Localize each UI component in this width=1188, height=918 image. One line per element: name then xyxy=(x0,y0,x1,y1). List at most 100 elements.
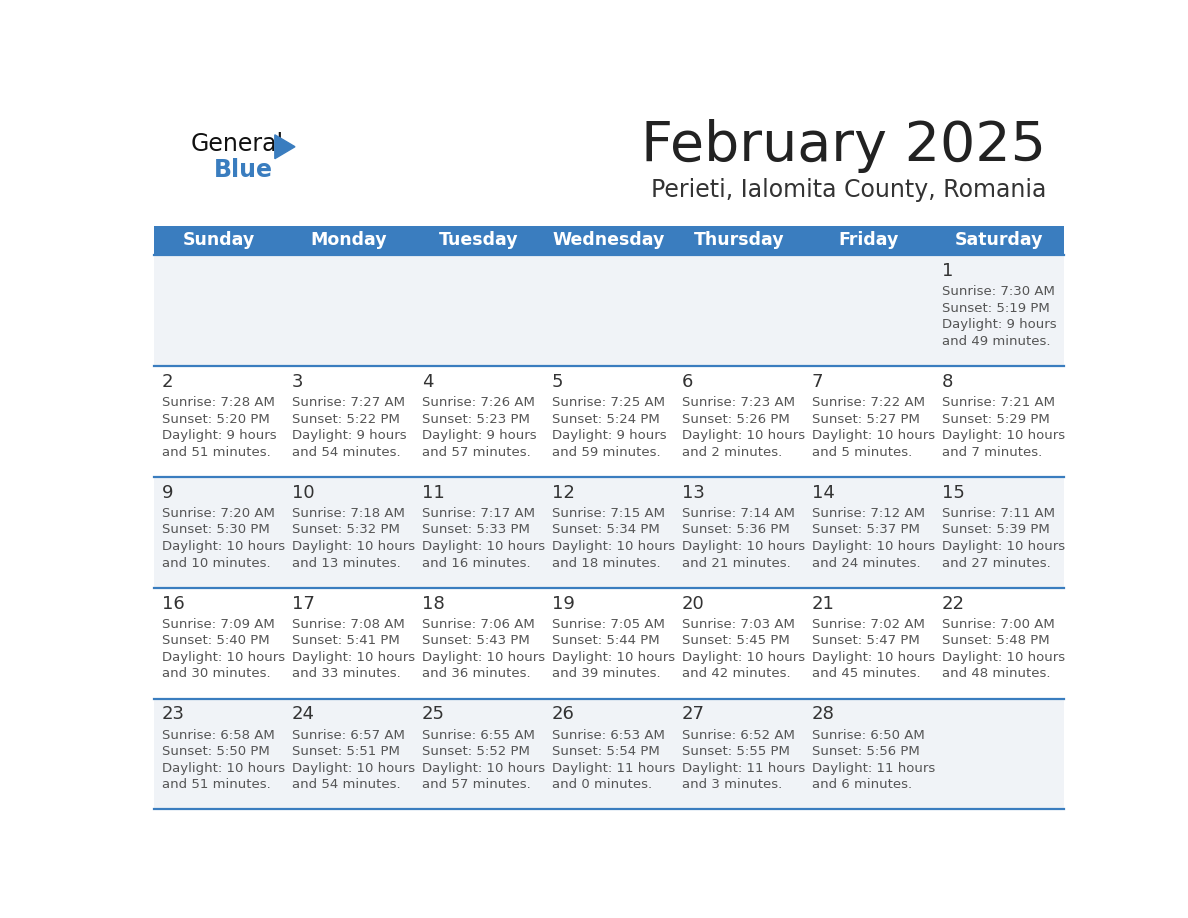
Text: and 51 minutes.: and 51 minutes. xyxy=(162,778,271,791)
Text: 7: 7 xyxy=(811,373,823,391)
Text: Daylight: 10 hours: Daylight: 10 hours xyxy=(551,540,675,553)
Text: Sunrise: 7:26 AM: Sunrise: 7:26 AM xyxy=(422,397,535,409)
Text: Daylight: 10 hours: Daylight: 10 hours xyxy=(551,651,675,664)
Text: Sunrise: 7:20 AM: Sunrise: 7:20 AM xyxy=(162,507,274,520)
Text: Daylight: 11 hours: Daylight: 11 hours xyxy=(682,762,804,775)
Text: Daylight: 10 hours: Daylight: 10 hours xyxy=(942,430,1064,442)
Text: Sunrise: 7:25 AM: Sunrise: 7:25 AM xyxy=(551,397,664,409)
Text: Sunset: 5:23 PM: Sunset: 5:23 PM xyxy=(422,413,530,426)
Text: and 33 minutes.: and 33 minutes. xyxy=(291,667,400,680)
Text: and 54 minutes.: and 54 minutes. xyxy=(291,778,400,791)
Text: 22: 22 xyxy=(942,595,965,612)
Text: Sunset: 5:24 PM: Sunset: 5:24 PM xyxy=(551,413,659,426)
Text: Daylight: 10 hours: Daylight: 10 hours xyxy=(291,540,415,553)
Text: Sunset: 5:50 PM: Sunset: 5:50 PM xyxy=(162,745,270,758)
Text: Daylight: 10 hours: Daylight: 10 hours xyxy=(291,762,415,775)
Text: Sunrise: 7:08 AM: Sunrise: 7:08 AM xyxy=(291,618,404,631)
Text: and 57 minutes.: and 57 minutes. xyxy=(422,446,530,459)
Bar xyxy=(154,226,1063,255)
Text: Sunset: 5:32 PM: Sunset: 5:32 PM xyxy=(291,523,399,536)
Text: Wednesday: Wednesday xyxy=(552,231,665,250)
Text: and 48 minutes.: and 48 minutes. xyxy=(942,667,1050,680)
Text: 21: 21 xyxy=(811,595,834,612)
Text: Daylight: 10 hours: Daylight: 10 hours xyxy=(162,762,285,775)
Text: Sunrise: 6:57 AM: Sunrise: 6:57 AM xyxy=(291,729,405,742)
Text: Sunset: 5:30 PM: Sunset: 5:30 PM xyxy=(162,523,270,536)
Text: Daylight: 10 hours: Daylight: 10 hours xyxy=(162,540,285,553)
Text: and 42 minutes.: and 42 minutes. xyxy=(682,667,790,680)
Text: 10: 10 xyxy=(291,484,315,502)
Text: Sunrise: 7:27 AM: Sunrise: 7:27 AM xyxy=(291,397,405,409)
Text: and 21 minutes.: and 21 minutes. xyxy=(682,556,790,569)
Text: 13: 13 xyxy=(682,484,704,502)
Text: and 27 minutes.: and 27 minutes. xyxy=(942,556,1050,569)
Text: General: General xyxy=(191,131,284,156)
Text: Sunset: 5:44 PM: Sunset: 5:44 PM xyxy=(551,634,659,647)
Text: 26: 26 xyxy=(551,705,575,723)
Text: 9: 9 xyxy=(162,484,173,502)
Text: Sunrise: 6:55 AM: Sunrise: 6:55 AM xyxy=(422,729,535,742)
Text: Friday: Friday xyxy=(839,231,899,250)
Text: Daylight: 10 hours: Daylight: 10 hours xyxy=(811,430,935,442)
Text: Sunrise: 7:23 AM: Sunrise: 7:23 AM xyxy=(682,397,795,409)
Text: Sunset: 5:39 PM: Sunset: 5:39 PM xyxy=(942,523,1049,536)
Text: and 24 minutes.: and 24 minutes. xyxy=(811,556,921,569)
Text: Daylight: 10 hours: Daylight: 10 hours xyxy=(811,540,935,553)
Text: 16: 16 xyxy=(162,595,184,612)
Text: 19: 19 xyxy=(551,595,575,612)
Text: Daylight: 10 hours: Daylight: 10 hours xyxy=(682,540,804,553)
Text: Sunset: 5:34 PM: Sunset: 5:34 PM xyxy=(551,523,659,536)
Text: Sunset: 5:33 PM: Sunset: 5:33 PM xyxy=(422,523,530,536)
Text: Sunrise: 7:30 AM: Sunrise: 7:30 AM xyxy=(942,285,1055,298)
Text: 5: 5 xyxy=(551,373,563,391)
Text: Sunrise: 6:52 AM: Sunrise: 6:52 AM xyxy=(682,729,795,742)
Text: and 13 minutes.: and 13 minutes. xyxy=(291,556,400,569)
Text: Daylight: 11 hours: Daylight: 11 hours xyxy=(551,762,675,775)
Text: 2: 2 xyxy=(162,373,173,391)
Text: Sunrise: 7:11 AM: Sunrise: 7:11 AM xyxy=(942,507,1055,520)
Text: Blue: Blue xyxy=(214,158,273,182)
Text: February 2025: February 2025 xyxy=(642,119,1045,174)
Text: and 36 minutes.: and 36 minutes. xyxy=(422,667,530,680)
Text: Sunrise: 7:17 AM: Sunrise: 7:17 AM xyxy=(422,507,535,520)
Text: Thursday: Thursday xyxy=(694,231,784,250)
Text: Sunset: 5:27 PM: Sunset: 5:27 PM xyxy=(811,413,920,426)
Text: Sunrise: 7:09 AM: Sunrise: 7:09 AM xyxy=(162,618,274,631)
Text: 28: 28 xyxy=(811,705,834,723)
Text: 24: 24 xyxy=(291,705,315,723)
Text: Sunset: 5:40 PM: Sunset: 5:40 PM xyxy=(162,634,270,647)
Text: Sunset: 5:43 PM: Sunset: 5:43 PM xyxy=(422,634,530,647)
Text: Sunset: 5:29 PM: Sunset: 5:29 PM xyxy=(942,413,1049,426)
Polygon shape xyxy=(274,135,295,159)
Text: Daylight: 9 hours: Daylight: 9 hours xyxy=(422,430,536,442)
Text: 14: 14 xyxy=(811,484,834,502)
Text: Daylight: 10 hours: Daylight: 10 hours xyxy=(942,540,1064,553)
Text: and 49 minutes.: and 49 minutes. xyxy=(942,335,1050,348)
Text: and 59 minutes.: and 59 minutes. xyxy=(551,446,661,459)
Text: Daylight: 10 hours: Daylight: 10 hours xyxy=(291,651,415,664)
Text: and 18 minutes.: and 18 minutes. xyxy=(551,556,661,569)
Text: Daylight: 9 hours: Daylight: 9 hours xyxy=(291,430,406,442)
Text: and 16 minutes.: and 16 minutes. xyxy=(422,556,530,569)
Text: Sunrise: 7:15 AM: Sunrise: 7:15 AM xyxy=(551,507,664,520)
Text: and 57 minutes.: and 57 minutes. xyxy=(422,778,530,791)
Text: Sunrise: 7:18 AM: Sunrise: 7:18 AM xyxy=(291,507,405,520)
Text: Monday: Monday xyxy=(310,231,387,250)
Text: Saturday: Saturday xyxy=(954,231,1043,250)
Text: and 6 minutes.: and 6 minutes. xyxy=(811,778,911,791)
Text: 17: 17 xyxy=(291,595,315,612)
Text: 20: 20 xyxy=(682,595,704,612)
Bar xyxy=(154,366,1063,477)
Text: and 0 minutes.: and 0 minutes. xyxy=(551,778,652,791)
Text: Daylight: 10 hours: Daylight: 10 hours xyxy=(682,430,804,442)
Text: Perieti, Ialomita County, Romania: Perieti, Ialomita County, Romania xyxy=(651,178,1045,202)
Text: Sunset: 5:22 PM: Sunset: 5:22 PM xyxy=(291,413,399,426)
Text: and 54 minutes.: and 54 minutes. xyxy=(291,446,400,459)
Text: Sunset: 5:20 PM: Sunset: 5:20 PM xyxy=(162,413,270,426)
Text: Daylight: 10 hours: Daylight: 10 hours xyxy=(422,540,545,553)
Text: 6: 6 xyxy=(682,373,693,391)
Text: and 7 minutes.: and 7 minutes. xyxy=(942,446,1042,459)
Text: 23: 23 xyxy=(162,705,184,723)
Text: Sunrise: 7:21 AM: Sunrise: 7:21 AM xyxy=(942,397,1055,409)
Text: Daylight: 10 hours: Daylight: 10 hours xyxy=(682,651,804,664)
